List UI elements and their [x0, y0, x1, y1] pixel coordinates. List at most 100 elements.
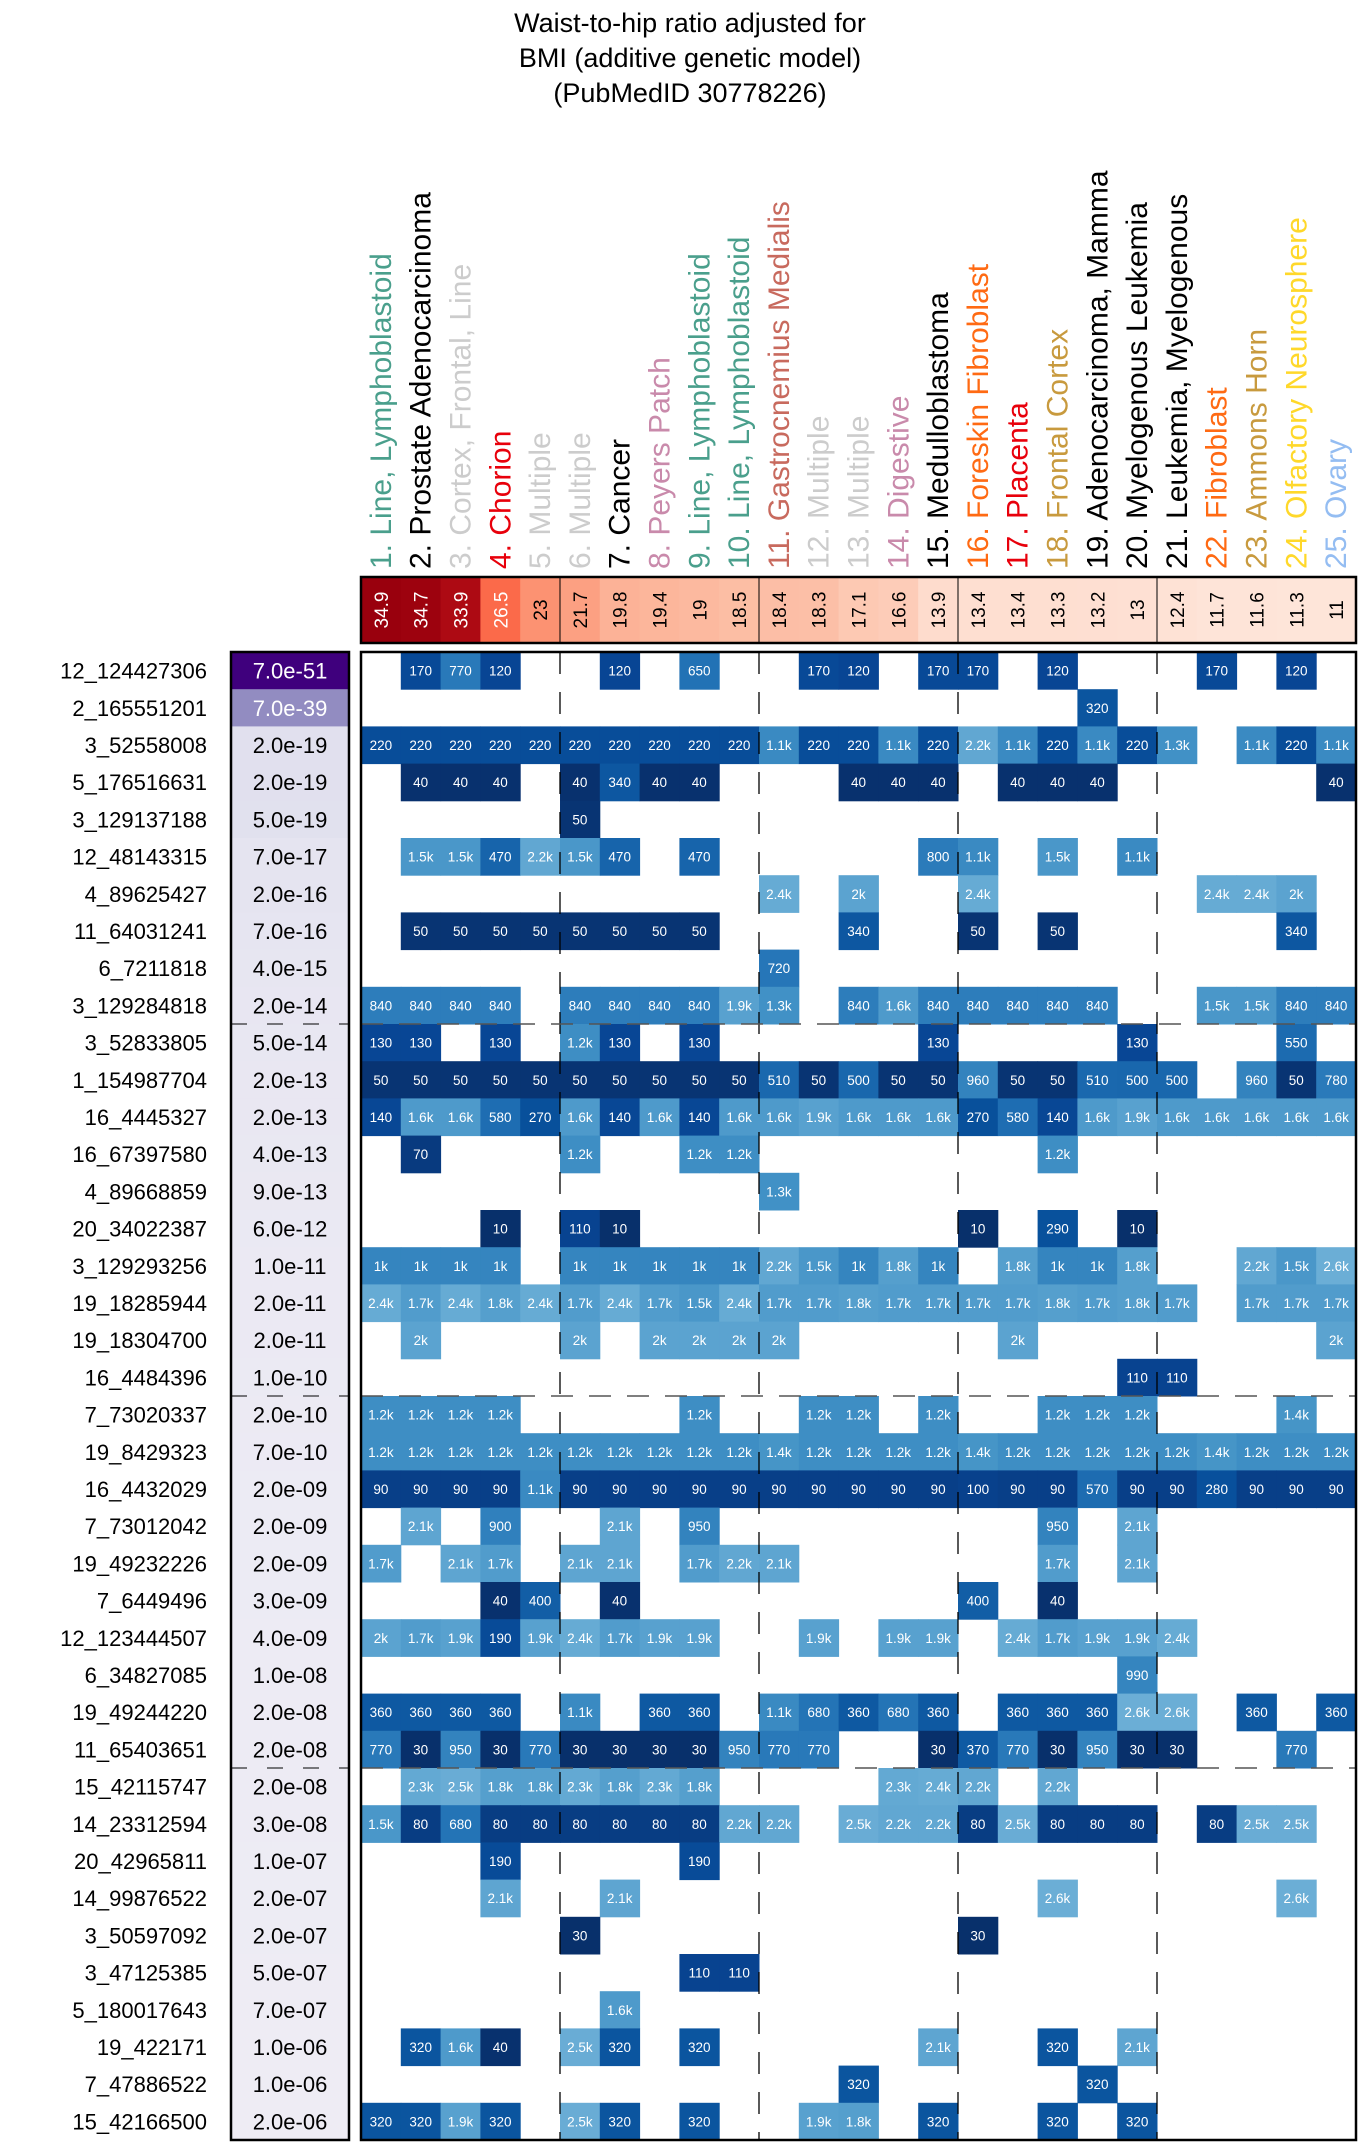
heatmap-cell-label: 2.1k	[607, 1891, 633, 1906]
heatmap-cell	[480, 1582, 521, 1620]
heatmap-cell-label: 130	[927, 1036, 950, 1051]
heatmap-cell-label: 1.2k	[886, 1445, 912, 1460]
pvalue-label: 2.0e-14	[253, 993, 328, 1018]
heatmap-cell	[1117, 1693, 1158, 1732]
heatmap-cell	[480, 1805, 521, 1843]
pvalue-cell	[231, 1098, 349, 1137]
heatmap-cell-label: 2.3k	[886, 1780, 912, 1795]
heatmap-cell-label: 290	[1046, 1222, 1069, 1237]
heatmap-cell	[560, 1805, 601, 1843]
heatmap-cell-label: 30	[612, 1742, 627, 1757]
heatmap-cell-label: 30	[572, 1928, 587, 1943]
column-label: 21. Leukemia, Myelogenous	[1161, 194, 1194, 569]
heatmap-cell	[918, 1061, 959, 1099]
heatmap-cell-label: 90	[891, 1482, 906, 1497]
heatmap-cell	[400, 912, 442, 951]
heatmap-cell-label: 320	[608, 2114, 631, 2129]
heatmap-cell	[679, 652, 720, 690]
heatmap-cell-label: 360	[1046, 1705, 1069, 1720]
heatmap-cell-label: 40	[572, 775, 587, 790]
chart-title-line: (PubMedID 30778226)	[553, 78, 826, 108]
heatmap-cell-label: 2.4k	[527, 1296, 553, 1311]
row-label: 15_42166500	[72, 2109, 207, 2134]
heatmap-cell	[1157, 1619, 1198, 1657]
heatmap-cell	[480, 763, 521, 802]
row-label: 19_422171	[97, 2035, 207, 2060]
heatmap-cell	[918, 726, 959, 765]
heatmap-cell-label: 1.7k	[1284, 1296, 1310, 1311]
row-label: 7_47886522	[85, 2072, 207, 2097]
row-label: 11_64031241	[74, 919, 207, 944]
heatmap-cell-label: 2.1k	[1124, 1556, 1150, 1571]
heatmap-cell	[480, 1061, 521, 1099]
column-label: 7. Cancer	[604, 439, 637, 569]
heatmap-cell-label: 130	[608, 1036, 631, 1051]
heatmap-cell	[878, 1284, 919, 1323]
heatmap-cell	[400, 1321, 442, 1360]
pvalue-cell	[231, 875, 349, 913]
heatmap-cell	[1276, 912, 1317, 951]
frames	[229, 575, 1358, 2142]
heatmap-cell-label: 130	[489, 1036, 512, 1051]
heatmap-cell-label: 1.8k	[846, 1296, 872, 1311]
heatmap-cell-label: 120	[608, 664, 631, 679]
heatmap-cell-label: 190	[688, 1854, 711, 1869]
heatmap-cell-label: 50	[1289, 1073, 1304, 1088]
heatmap-cell-label: 2.4k	[726, 1296, 752, 1311]
pvalue-label: 1.0e-11	[254, 1254, 327, 1279]
heatmap-cell	[440, 1693, 481, 1732]
heatmap-cell-label: 1.1k	[766, 1705, 792, 1720]
heatmap-cell	[599, 1991, 641, 2029]
heatmap-cell	[1077, 1619, 1118, 1657]
row-label: 20_34022387	[72, 1217, 207, 1242]
heatmap-cell	[400, 1768, 442, 1806]
heatmap-cell	[440, 1098, 481, 1137]
heatmap-cell	[520, 1619, 561, 1657]
heatmap-cell	[639, 1768, 680, 1806]
column-label: 17. Placenta	[1002, 402, 1035, 569]
column-label: 18. Frontal Cortex	[1042, 329, 1075, 569]
column-label: 2. Prostate Adenocarcinoma	[405, 192, 438, 569]
heatmap-cell-label: 50	[413, 924, 428, 939]
heatmap-cell-label: 1.3k	[1164, 738, 1190, 753]
heatmap-cell	[440, 2028, 481, 2067]
heatmap-cell-label: 1.2k	[1045, 1147, 1071, 1162]
heatmap-cell-label: 50	[572, 1073, 587, 1088]
heatmap-cell-label: 2.2k	[726, 1817, 752, 1832]
heatmap-cell	[679, 2102, 720, 2141]
column-label: 14. Digestive	[882, 396, 915, 569]
heatmap-cell	[1037, 838, 1078, 876]
row-label: 3_47125385	[85, 1961, 207, 1986]
pvalue-cell	[231, 838, 349, 876]
heatmap-cell	[599, 1433, 641, 1471]
heatmap-cell-label: 1.4k	[965, 1445, 991, 1460]
heatmap-cell	[440, 1470, 481, 1509]
heatmap-cell-label: 2.3k	[408, 1780, 434, 1795]
heatmap-cell-label: 1k	[1090, 1259, 1105, 1274]
header-score-cell	[560, 577, 601, 643]
heatmap-cell-label: 130	[1126, 1036, 1149, 1051]
heatmap-cell	[719, 1433, 760, 1471]
heatmap-cell-label: 170	[1205, 664, 1228, 679]
heatmap-cell	[1077, 1247, 1118, 1285]
heatmap-cell-label: 1.1k	[766, 738, 792, 753]
heatmap-cell	[639, 763, 680, 802]
heatmap-cell-label: 1k	[931, 1259, 946, 1274]
heatmap-cell-label: 500	[847, 1073, 870, 1088]
heatmap-cell-label: 320	[1046, 2040, 1069, 2055]
heatmap-cell	[1037, 2028, 1078, 2067]
heatmap-cell-label: 1.2k	[408, 1408, 434, 1423]
heatmap-cell	[1117, 1024, 1158, 1062]
heatmap-cell-label: 1.6k	[726, 1110, 752, 1125]
heatmap-cell	[520, 838, 561, 876]
heatmap-cell-label: 360	[409, 1705, 432, 1720]
heatmap-cell-label: 500	[1126, 1073, 1149, 1088]
heatmap-cell	[1037, 1507, 1078, 1546]
pvalue-label: 2.0e-19	[253, 733, 328, 758]
heatmap-cell-label: 90	[413, 1482, 428, 1497]
heatmap-cell-label: 30	[413, 1742, 428, 1757]
heatmap-cell	[1236, 1470, 1277, 1509]
pvalue-label: 9.0e-13	[253, 1179, 328, 1204]
heatmap-cell-label: 1.2k	[726, 1147, 752, 1162]
row-label: 2_165551201	[72, 696, 207, 721]
